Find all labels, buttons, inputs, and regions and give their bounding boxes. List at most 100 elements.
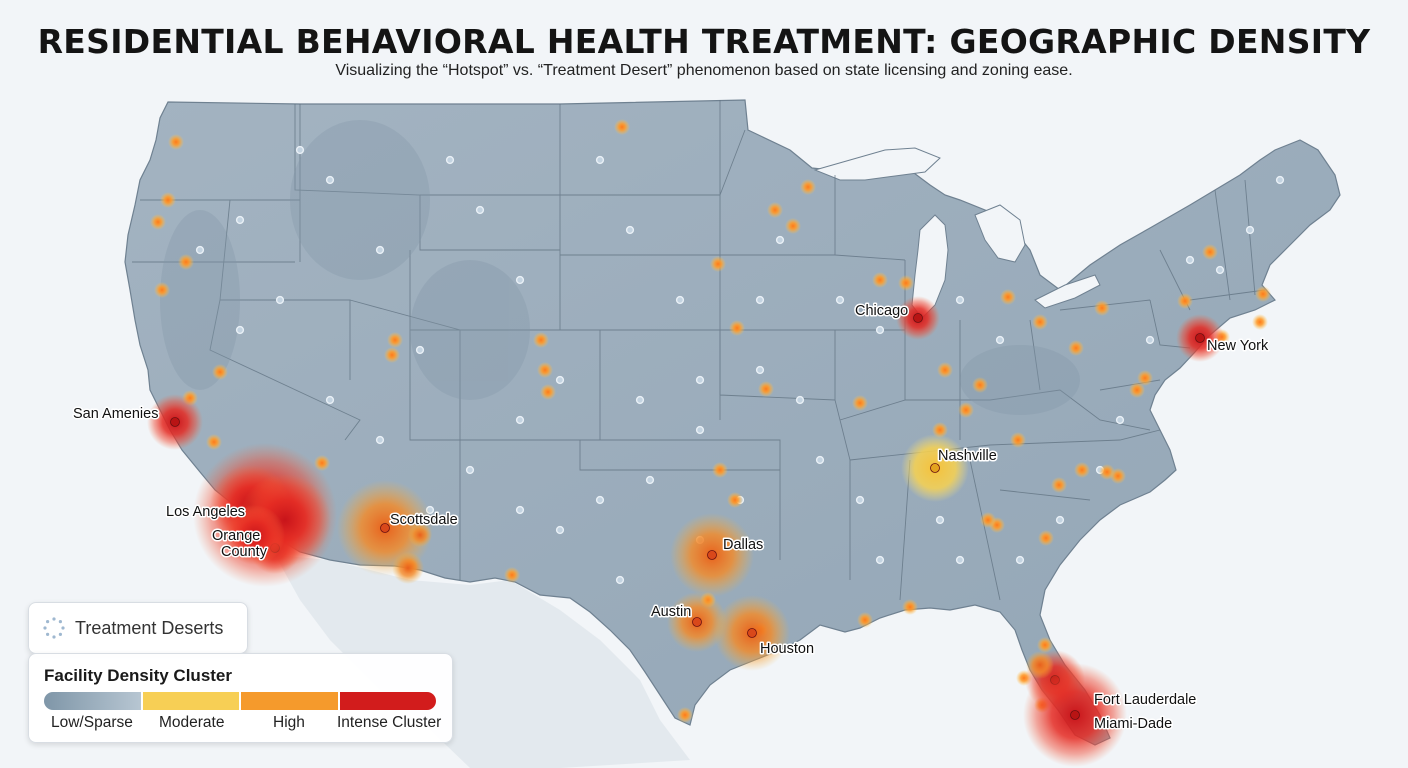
- cluster-halo: [225, 505, 285, 565]
- facility-dot: [710, 256, 726, 272]
- city-label: New York: [1207, 338, 1269, 354]
- sparse-dot: [995, 335, 1005, 345]
- sparse-dot: [475, 205, 485, 215]
- sparse-dot: [195, 245, 205, 255]
- density-color-bar: [44, 692, 436, 710]
- sparse-dot: [875, 325, 885, 335]
- facility-dot: [1255, 286, 1271, 302]
- sparse-dot: [1215, 265, 1225, 275]
- low-sparse-swatch: [44, 692, 141, 710]
- sparse-dot: [595, 155, 605, 165]
- sparse-dot: [415, 345, 425, 355]
- sparse-dot: [1145, 335, 1155, 345]
- city-label: Chicago: [855, 303, 908, 319]
- sparse-dot: [1055, 515, 1065, 525]
- cluster-center-dot: [380, 523, 390, 533]
- sparse-dot: [515, 505, 525, 515]
- sparse-dot: [955, 295, 965, 305]
- cluster-halo: [408, 523, 432, 547]
- city-label: San Amenies: [73, 406, 158, 422]
- city-label: Los Angeles: [166, 504, 245, 520]
- facility-dot: [1202, 244, 1218, 260]
- facility-dot: [384, 347, 400, 363]
- sparse-dot: [775, 235, 785, 245]
- sparse-dot: [935, 515, 945, 525]
- cluster-center-dot: [913, 313, 923, 323]
- facility-dot: [857, 612, 873, 628]
- sparse-dot: [515, 275, 525, 285]
- facility-dot: [1137, 370, 1153, 386]
- moderate-label: Moderate: [159, 714, 225, 731]
- facility-dot: [1177, 293, 1193, 309]
- city-label: Orange County: [212, 528, 268, 560]
- sparse-dot: [855, 495, 865, 505]
- map-subtitle: Visualizing the “Hotspot” vs. “Treatment…: [335, 62, 1073, 79]
- city-label: Houston: [760, 641, 814, 657]
- sparse-dot: [515, 415, 525, 425]
- density-legend-title: Facility Density Cluster: [44, 666, 233, 685]
- cluster-center-dot: [170, 417, 180, 427]
- facility-dot: [758, 381, 774, 397]
- facility-dot: [872, 272, 888, 288]
- cluster-center-dot: [930, 463, 940, 473]
- city-label: Austin: [651, 604, 691, 620]
- lake-superior: [813, 147, 941, 181]
- facility-dot: [504, 567, 520, 583]
- facility-dot: [206, 434, 222, 450]
- moderate-swatch: [140, 692, 239, 710]
- cluster-center-dot: [692, 617, 702, 627]
- terrain-shading: [160, 120, 1080, 415]
- facility-dot: [1051, 477, 1067, 493]
- city-label: Nashville: [938, 448, 997, 464]
- sparse-dot: [835, 295, 845, 305]
- facility-dot: [1037, 637, 1053, 653]
- facility-dot: [712, 462, 728, 478]
- sparse-dot: [1185, 255, 1195, 265]
- density-legend: Facility Density Cluster Low/Sparse Mode…: [28, 653, 453, 743]
- intense-swatch: [337, 692, 436, 710]
- sparse-dot: [615, 575, 625, 585]
- facility-dot: [1252, 314, 1268, 330]
- facility-dot: [898, 275, 914, 291]
- sparse-dot: [815, 455, 825, 465]
- facility-dot: [212, 364, 228, 380]
- sparse-dot: [755, 365, 765, 375]
- facility-dot: [932, 422, 948, 438]
- sparse-dot: [695, 375, 705, 385]
- facility-dot: [178, 254, 194, 270]
- facility-dot: [902, 599, 918, 615]
- facility-dot: [729, 320, 745, 336]
- lake-erie: [1034, 274, 1101, 309]
- facility-dot: [168, 134, 184, 150]
- cluster-center-dot: [1070, 710, 1080, 720]
- facility-dot: [1038, 530, 1054, 546]
- map-title: RESIDENTIAL BEHAVIORAL HEALTH TREATMENT:…: [37, 22, 1371, 61]
- facility-dot: [767, 202, 783, 218]
- facility-dot: [800, 179, 816, 195]
- cluster-center-dot: [707, 550, 717, 560]
- mexico-land: [275, 555, 690, 768]
- sparse-dot: [635, 395, 645, 405]
- facility-dot: [1074, 462, 1090, 478]
- city-label: Miami-Dade: [1094, 716, 1172, 732]
- facility-dot: [1010, 432, 1026, 448]
- density-clusters: [147, 296, 1224, 767]
- facility-dot: [785, 218, 801, 234]
- facility-dot: [150, 214, 166, 230]
- high-swatch: [239, 692, 338, 710]
- sparse-dot: [295, 145, 305, 155]
- sparse-dot: [795, 395, 805, 405]
- facility-dot: [537, 362, 553, 378]
- facility-dot: [1094, 300, 1110, 316]
- cluster-center-dot: [747, 628, 757, 638]
- treatment-deserts-legend: Treatment Deserts: [28, 602, 248, 654]
- facility-dot: [727, 492, 743, 508]
- facility-dot: [1068, 340, 1084, 356]
- facility-dot: [154, 282, 170, 298]
- cluster-center-dot: [1195, 333, 1205, 343]
- high-label: High: [273, 714, 305, 731]
- sparse-dot: [325, 175, 335, 185]
- facility-dot: [677, 707, 693, 723]
- facility-dot: [533, 332, 549, 348]
